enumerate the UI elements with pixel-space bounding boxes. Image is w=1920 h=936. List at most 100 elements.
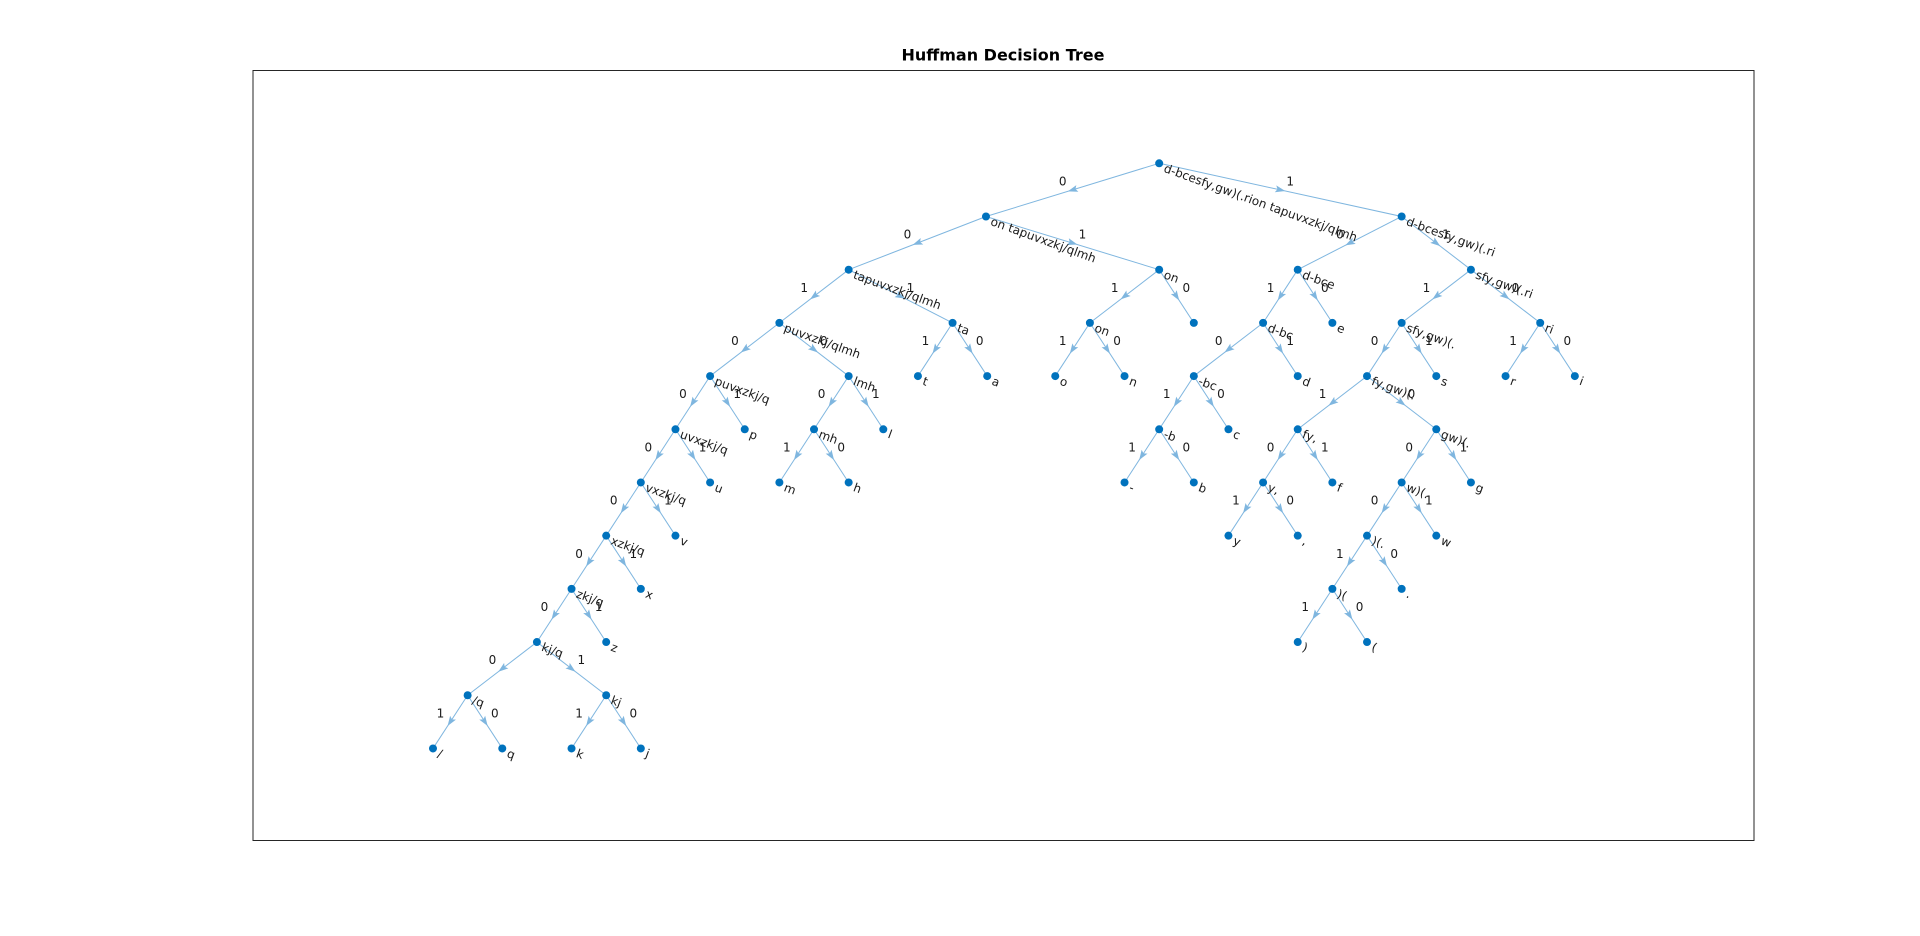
edge-arrow <box>1067 185 1079 192</box>
edge-label: 1 <box>1267 281 1275 295</box>
edge-label: 1 <box>575 706 583 720</box>
node <box>879 425 888 434</box>
node <box>1397 584 1406 593</box>
node-label: / <box>436 746 445 761</box>
node <box>844 372 853 381</box>
edge-label: 1 <box>1460 440 1468 454</box>
node-label: h <box>851 480 863 496</box>
node <box>428 744 437 753</box>
node <box>740 425 749 434</box>
edge-label: 0 <box>1371 334 1379 348</box>
edge-label: 0 <box>904 228 912 242</box>
edge-label: 1 <box>1442 228 1450 242</box>
edge-arrow <box>1381 502 1390 514</box>
edge-arrow <box>479 715 488 727</box>
node-label: )(. <box>1370 534 1387 552</box>
node <box>671 531 680 540</box>
edge-label: 1 <box>1509 334 1517 348</box>
edge-arrow <box>1224 343 1235 353</box>
node <box>983 372 992 381</box>
node-label: u <box>713 480 725 496</box>
node <box>1570 372 1579 381</box>
node <box>1155 265 1164 274</box>
edge-label: 0 <box>731 334 739 348</box>
edge-arrow <box>740 343 751 353</box>
node-label: )( <box>1335 587 1349 603</box>
node <box>1293 425 1302 434</box>
node <box>567 584 576 593</box>
node <box>1432 425 1441 434</box>
node-label: c <box>1231 427 1242 442</box>
node <box>844 265 853 274</box>
node <box>1259 478 1268 487</box>
node <box>1328 478 1337 487</box>
edge-label: 0 <box>575 547 583 561</box>
edge-arrow <box>617 556 627 567</box>
edge-arrow <box>687 449 696 461</box>
edge-arrow <box>1069 343 1079 354</box>
edge-label: 0 <box>1215 334 1223 348</box>
node-label: /q <box>470 693 486 710</box>
edge-label: 1 <box>1111 281 1119 295</box>
node <box>1120 372 1129 381</box>
edge-label: 1 <box>1079 228 1087 242</box>
edge-label: 0 <box>1336 228 1344 242</box>
edge-label: 0 <box>820 334 828 348</box>
edge-label: 1 <box>1232 494 1240 508</box>
edge-label: 0 <box>837 440 845 454</box>
node <box>1466 265 1475 274</box>
edge-arrow <box>617 715 627 727</box>
node-label: y, <box>1266 480 1281 497</box>
edge-arrow <box>1274 502 1284 514</box>
edge-label: 0 <box>1321 281 1329 295</box>
node-label: -bc <box>1197 374 1219 393</box>
edge-arrow <box>1170 449 1180 461</box>
node-label: b <box>1197 480 1209 496</box>
node <box>567 744 576 753</box>
edge-label: 0 <box>1113 334 1121 348</box>
edge-arrow <box>447 715 456 727</box>
edge-arrow <box>1432 290 1443 300</box>
edge-label: 1 <box>630 547 638 561</box>
node <box>1432 372 1441 381</box>
edge-arrow <box>586 715 595 727</box>
edge-label: 0 <box>1564 334 1572 348</box>
node <box>1363 638 1372 647</box>
node <box>1224 425 1233 434</box>
edge-arrow <box>1381 343 1390 354</box>
edge-arrow <box>1274 185 1286 193</box>
edge-label: 0 <box>1390 547 1398 561</box>
axes-box <box>252 70 1755 841</box>
node <box>1328 318 1337 327</box>
node <box>1397 212 1406 221</box>
edge-arrow <box>1277 290 1287 301</box>
edges: 0 0 1 0 0 0 0 0 0 0 1 0 1 1 0 1 1 1 1 1 0 0 1 0 1 1 1 0 1 1 1 0 0 1 0 1 0 1 1 0… <box>432 162 1576 749</box>
edge-label: 0 <box>1512 281 1520 295</box>
edge-label: 1 <box>1336 547 1344 561</box>
edge-arrow <box>932 343 941 354</box>
node-label: g <box>1474 480 1486 496</box>
node <box>671 425 680 434</box>
node <box>1259 318 1268 327</box>
edge-arrow <box>1447 449 1457 461</box>
node <box>1501 372 1510 381</box>
edge-label: 1 <box>1286 334 1294 348</box>
edge-arrow <box>1413 343 1422 354</box>
edge-label: 0 <box>818 387 826 401</box>
node-label: d <box>1301 374 1313 390</box>
node-label: -b <box>1162 427 1178 444</box>
edge-label: 1 <box>437 706 445 720</box>
node-label: p <box>748 427 760 443</box>
node-label: j <box>643 746 652 761</box>
edge-label: 1 <box>1319 387 1327 401</box>
node <box>1466 478 1475 487</box>
node-label: kj <box>609 693 623 710</box>
node-label: s <box>1439 374 1450 389</box>
edge-arrow <box>721 396 731 407</box>
edge-arrow <box>652 502 661 514</box>
edge-arrow <box>1243 502 1252 514</box>
node <box>1189 318 1198 327</box>
edge-label: 1 <box>907 281 915 295</box>
